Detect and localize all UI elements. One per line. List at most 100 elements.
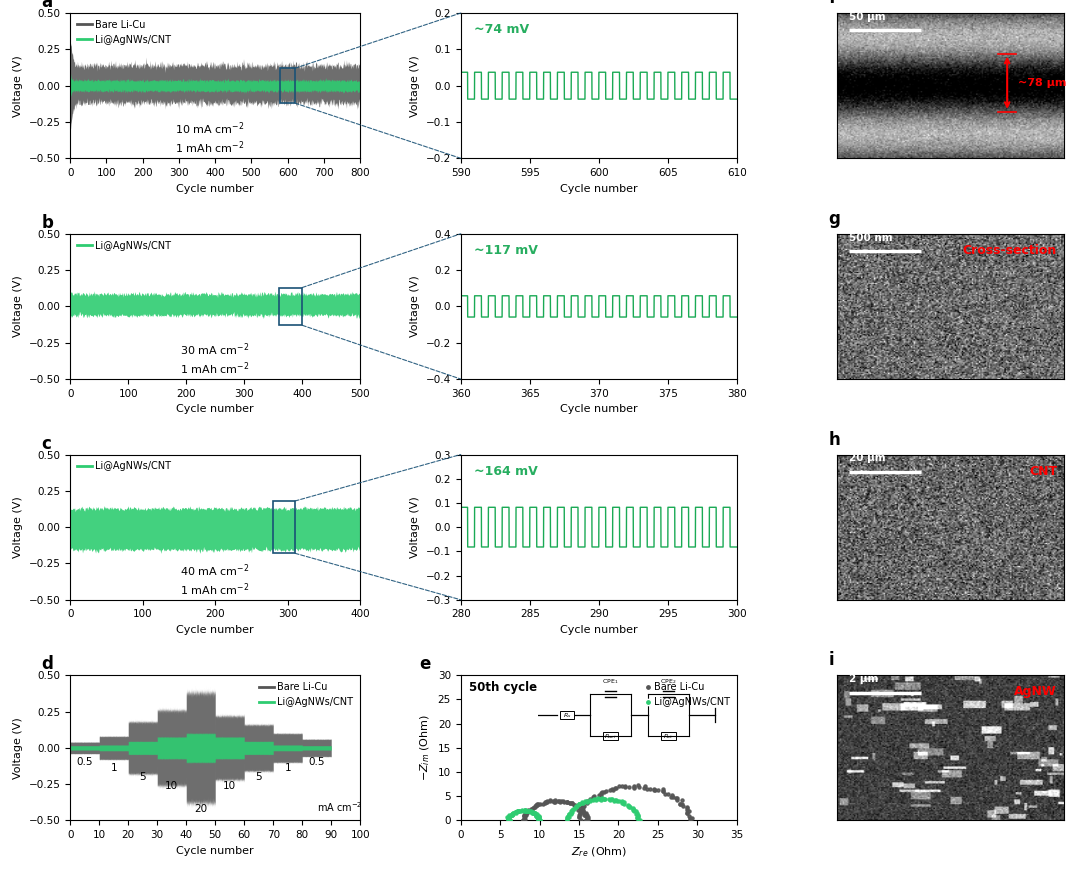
Point xyxy=(624,801,642,815)
Point xyxy=(530,812,548,826)
Legend: Bare Li-Cu, Li@AgNWs/CNT: Bare Li-Cu, Li@AgNWs/CNT xyxy=(76,18,174,47)
Point xyxy=(519,803,537,817)
Point xyxy=(510,805,527,819)
Point xyxy=(572,813,590,827)
Point xyxy=(603,792,620,806)
Point xyxy=(554,794,571,808)
Point xyxy=(571,804,589,818)
Point xyxy=(567,800,584,814)
Text: 0.5: 0.5 xyxy=(77,757,93,767)
Point xyxy=(564,796,581,810)
Point xyxy=(590,788,607,802)
Point xyxy=(515,804,532,818)
Point xyxy=(516,812,534,826)
Point xyxy=(579,794,596,808)
Point xyxy=(524,806,541,820)
Point xyxy=(499,810,516,824)
Point xyxy=(503,808,521,822)
Point xyxy=(563,805,580,819)
Point xyxy=(606,781,623,795)
Point xyxy=(530,810,548,824)
Point xyxy=(579,812,596,826)
Point xyxy=(673,797,690,811)
Point xyxy=(523,801,540,815)
Point xyxy=(517,807,535,821)
Point xyxy=(531,797,549,811)
Point xyxy=(617,780,634,794)
Point xyxy=(617,780,634,793)
Point xyxy=(636,781,653,795)
Point xyxy=(527,808,544,822)
X-axis label: Cycle number: Cycle number xyxy=(176,846,254,856)
Point xyxy=(625,804,643,818)
Point xyxy=(603,782,620,796)
Point xyxy=(524,806,541,820)
Point xyxy=(502,807,519,821)
Point xyxy=(575,804,592,818)
Point xyxy=(565,798,582,812)
Text: ~78 μm: ~78 μm xyxy=(1018,78,1067,88)
Point xyxy=(572,796,590,810)
Text: ~164 mV: ~164 mV xyxy=(474,465,538,477)
Point xyxy=(566,799,583,813)
Point xyxy=(524,806,541,820)
Point xyxy=(564,796,581,810)
Point xyxy=(576,808,593,822)
Point xyxy=(608,780,625,794)
Y-axis label: Voltage (V): Voltage (V) xyxy=(13,717,23,779)
Point xyxy=(638,782,656,796)
Point xyxy=(508,805,525,819)
Point xyxy=(530,810,548,824)
Point xyxy=(558,795,576,809)
Point xyxy=(629,812,646,826)
Point xyxy=(593,785,610,799)
Point xyxy=(630,809,647,823)
Point xyxy=(616,795,633,809)
Text: e: e xyxy=(419,656,431,673)
Point xyxy=(630,812,647,826)
Point xyxy=(529,812,546,826)
Point xyxy=(573,803,591,817)
Point xyxy=(570,802,588,816)
Point xyxy=(625,779,643,793)
Point xyxy=(608,793,625,807)
Point xyxy=(593,786,610,800)
Point xyxy=(608,794,625,808)
Text: 10: 10 xyxy=(165,780,178,791)
Point xyxy=(528,798,545,812)
Point xyxy=(662,790,679,804)
Point xyxy=(580,809,597,823)
Point xyxy=(500,810,517,824)
Point xyxy=(636,779,653,793)
Point xyxy=(613,795,631,809)
Point xyxy=(524,805,541,819)
X-axis label: Cycle number: Cycle number xyxy=(559,184,637,193)
Point xyxy=(558,812,576,826)
Point xyxy=(516,804,534,818)
Point xyxy=(616,797,633,811)
Point xyxy=(582,793,599,807)
Point xyxy=(568,800,585,814)
Point xyxy=(595,792,612,806)
Point xyxy=(576,799,593,813)
Text: 1: 1 xyxy=(110,763,117,773)
Point xyxy=(515,809,532,823)
Point xyxy=(525,807,542,820)
Point xyxy=(501,810,518,824)
Point xyxy=(627,806,645,820)
Point xyxy=(654,782,672,796)
Point xyxy=(585,792,603,806)
Point xyxy=(575,796,592,810)
Legend: Li@AgNWs/CNT: Li@AgNWs/CNT xyxy=(76,239,174,253)
Point xyxy=(631,780,648,794)
Text: g: g xyxy=(828,210,840,228)
Point xyxy=(571,811,589,825)
Point xyxy=(529,797,546,811)
Point xyxy=(519,804,537,818)
Point xyxy=(527,808,544,822)
Y-axis label: Voltage (V): Voltage (V) xyxy=(13,496,23,558)
Point xyxy=(501,813,518,827)
Point xyxy=(528,808,545,822)
Point xyxy=(535,797,552,811)
Point xyxy=(579,795,596,809)
